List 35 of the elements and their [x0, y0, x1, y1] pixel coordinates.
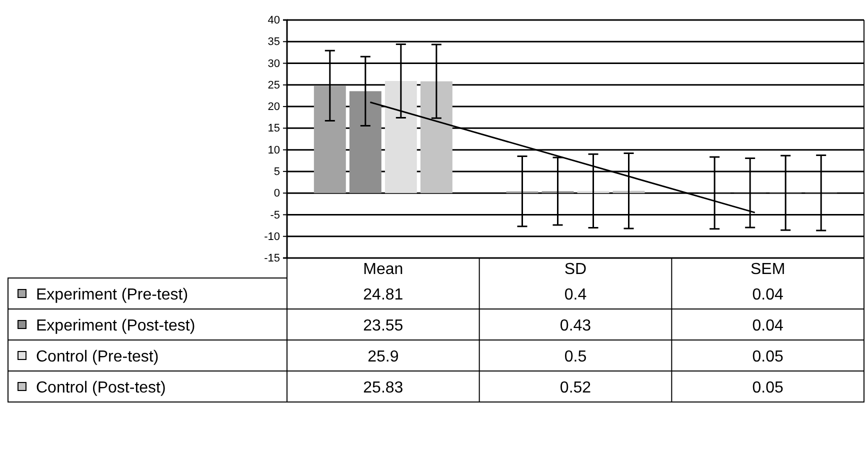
y-tick-label: -5	[270, 209, 280, 222]
y-tick-label: 15	[268, 122, 280, 135]
data-label: 0.4	[564, 286, 587, 304]
bar	[314, 86, 346, 194]
data-label: 0.5	[564, 348, 587, 366]
y-tick-label: 5	[274, 166, 280, 178]
legend-label: Control (Post-test)	[36, 380, 166, 396]
y-tick-label: -15	[264, 252, 280, 265]
data-label: 0.43	[560, 318, 592, 334]
data-label: 25.83	[363, 380, 404, 396]
x-tick-label: SD	[564, 261, 587, 278]
y-tick-label: 35	[268, 36, 280, 48]
y-tick-label: -10	[264, 230, 280, 243]
data-label: 0.52	[560, 380, 592, 396]
data-label: 23.55	[363, 318, 404, 334]
x-tick-label: Mean	[363, 261, 404, 278]
data-label: 0.05	[752, 380, 784, 396]
data-label: 0.05	[752, 348, 784, 366]
x-tick-label: SEM	[750, 261, 786, 278]
legend-label: Experiment (Post-test)	[36, 318, 196, 334]
data-label: 25.9	[368, 348, 399, 366]
data-label: 0.04	[752, 286, 784, 304]
data-label: 0.04	[752, 318, 784, 334]
data-label: 24.81	[363, 286, 404, 304]
y-tick-label: 0	[274, 188, 280, 200]
legend-label: Control (Pre-test)	[36, 348, 159, 366]
bar	[384, 81, 417, 194]
y-tick-label: 25	[268, 79, 280, 92]
bar	[420, 81, 452, 194]
y-tick-label: 30	[268, 58, 280, 70]
bar	[349, 91, 382, 194]
legend-label: Experiment (Pre-test)	[36, 286, 188, 304]
y-tick-label: 40	[268, 14, 280, 27]
y-tick-label: 20	[268, 101, 280, 114]
y-tick-label: 10	[268, 144, 280, 156]
